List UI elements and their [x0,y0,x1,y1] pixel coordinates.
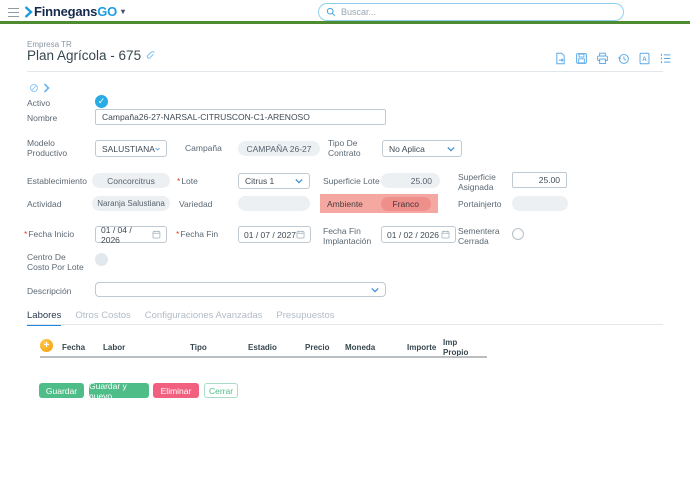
calendar-icon [441,230,450,239]
document-a-icon[interactable]: A [638,52,651,65]
caret-down-icon: ▾ [121,7,125,16]
ambiente-field-highlighted: Ambiente Franco [320,194,438,213]
establecimiento-field: Concorcitrus [92,173,170,188]
guardar-y-nuevo-button[interactable]: Guardar y nuevo [89,381,149,401]
variedad-field [238,196,310,211]
fecha-fin-label: *Fecha Fin [176,229,219,239]
detail-tabs: Labores Otros Costos Configuraciones Ava… [27,310,334,326]
col-header-imp-propio: Imp Propio [443,338,469,357]
lote-label: *Lote [177,176,198,186]
fecha-fin-implantacion-label: Fecha Fin Implantación [323,226,372,247]
chevron-down-icon [371,287,379,292]
guardar-button[interactable]: Guardar [39,383,84,398]
eliminar-button[interactable]: Eliminar [153,383,199,398]
circle-slash-icon[interactable] [29,83,39,93]
tab-otros-costos[interactable]: Otros Costos [75,310,131,321]
col-header-tipo: Tipo [190,343,207,352]
global-search [318,3,624,21]
campana-field: CAMPAÑA 26-27 [238,141,320,156]
activo-checkbox[interactable]: ✓ [95,95,108,108]
establecimiento-label: Establecimiento [27,176,88,186]
company-label: Empresa TR [27,40,72,49]
centro-costo-label: Centro De Costo Por Lote [27,252,84,273]
actividad-label: Actividad [27,199,62,209]
descripcion-input[interactable] [95,282,386,297]
col-header-precio: Precio [305,343,330,352]
search-input[interactable] [341,7,616,17]
ambiente-label: Ambiente [327,198,363,209]
options-list-icon[interactable] [659,52,672,65]
chevron-down-icon [447,146,455,151]
col-header-estadio: Estadio [248,343,277,352]
table-header-divider [40,356,487,358]
tipo-contrato-select[interactable]: No Aplica [382,140,462,157]
col-header-labor: Labor [103,343,126,352]
tab-presupuestos[interactable]: Presupuestos [276,310,335,321]
lote-select[interactable]: Citrus 1 [238,173,310,189]
attachment-icon[interactable] [145,50,156,61]
portainjerto-label: Portainjerto [458,199,502,209]
portainjerto-field [512,196,568,211]
superficie-asignada-label: Superficie Asignada [458,172,496,193]
brand-name: Finnegans [34,4,98,19]
cerrar-button[interactable]: Cerrar [204,383,238,398]
export-file-icon[interactable] [554,52,567,65]
svg-text:A: A [642,56,647,63]
sementera-cerrada-toggle[interactable] [512,228,524,240]
history-icon[interactable] [617,52,630,65]
superficie-asignada-input[interactable] [512,172,567,188]
col-header-fecha: Fecha [62,343,86,352]
save-icon[interactable] [575,52,588,65]
variedad-label: Variedad [179,199,213,209]
col-header-moneda: Moneda [345,343,376,352]
search-icon [326,7,336,17]
fecha-inicio-input[interactable]: 01 / 04 / 2026 [95,225,167,245]
actividad-field: Naranja Salustiana [92,196,170,211]
chevron-down-icon [155,147,160,151]
campana-label: Campaña [185,143,222,153]
superficie-lote-field: 25.00 [381,173,440,188]
col-header-importe: Importe [407,343,437,352]
check-icon: ✓ [97,96,106,106]
modelo-productivo-select[interactable]: SALUSTIANA [95,140,167,157]
calendar-icon [152,230,161,239]
ambiente-value: Franco [380,196,431,211]
nombre-label: Nombre [27,113,58,123]
tab-labores[interactable]: Labores [27,310,62,326]
fecha-fin-input[interactable]: 01 / 07 / 2027 [238,226,311,243]
header-toolbar: A [554,52,672,65]
sementera-cerrada-label: Sementera Cerrada [458,226,500,247]
tabs-divider [27,324,663,325]
modelo-productivo-label: Modelo Productivo [27,138,68,159]
calendar-icon [296,230,305,239]
app-logo[interactable]: Finnegans GO ▾ [24,4,125,19]
activo-label: Activo [27,98,51,108]
tab-configuraciones-avanzadas[interactable]: Configuraciones Avanzadas [144,310,263,321]
chevron-right-icon[interactable] [43,83,50,93]
chevron-down-icon [295,178,303,184]
topbar: Finnegans GO ▾ [0,0,690,24]
tipo-contrato-label: Tipo De Contrato [328,138,361,159]
centro-costo-toggle [95,253,108,266]
header-divider [27,71,663,72]
form-quick-icons [29,83,50,93]
page-title: Plan Agrícola - 675 [27,48,156,63]
hamburger-menu-icon[interactable] [8,8,19,17]
nombre-input[interactable] [95,109,386,125]
logo-chevron-icon [24,5,33,18]
fecha-fin-implantacion-input[interactable]: 01 / 02 / 2026 [381,226,456,243]
superficie-lote-label: Superficie Lote [323,176,380,186]
descripcion-label: Descripción [27,286,72,296]
print-icon[interactable] [596,52,609,65]
brand-suffix: GO [97,4,118,19]
fecha-inicio-label: *Fecha Inicio [24,229,75,239]
add-row-button[interactable]: + [40,339,53,352]
